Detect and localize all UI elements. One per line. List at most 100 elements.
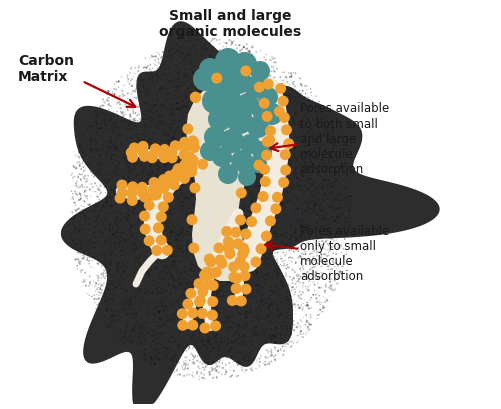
Point [258,297,266,304]
Point [265,145,273,151]
Point [215,260,223,267]
Point [129,209,137,216]
Point [100,221,108,227]
Point [196,252,204,259]
Point [206,74,214,80]
Point [215,47,223,54]
Point [95,295,103,301]
Point [183,293,191,299]
Point [239,180,247,186]
Point [102,251,110,258]
Point [167,227,175,233]
Point [160,310,168,317]
Point [260,360,268,367]
Point [187,260,195,266]
Point [184,102,192,108]
Point [196,102,204,108]
Point [284,103,292,110]
Point [338,203,346,209]
Point [199,114,207,120]
Point [255,333,263,339]
Point [288,284,296,291]
Point [240,332,248,339]
Point [151,171,159,178]
Point [119,113,127,120]
Point [230,64,238,70]
Point [130,210,138,216]
Point [274,198,282,204]
Point [327,283,335,290]
Point [65,222,73,229]
Point [239,278,247,285]
Point [134,226,142,233]
Point [229,38,237,45]
Point [214,331,222,338]
Point [252,169,260,175]
Point [267,123,275,129]
Point [101,298,109,304]
Point [316,103,324,109]
Point [219,181,227,188]
Point [127,234,135,240]
Point [175,310,183,316]
Point [239,118,247,125]
Point [125,141,133,148]
Point [285,88,293,94]
Point [223,146,231,152]
Point [183,93,191,99]
Point [318,308,326,315]
Point [201,227,209,234]
Point [288,168,296,175]
Point [140,350,148,357]
Circle shape [279,112,290,123]
Point [301,159,309,166]
Point [299,173,307,180]
Point [254,304,262,311]
Point [202,375,210,382]
Point [181,160,189,166]
Point [298,302,306,308]
Point [175,47,183,54]
Point [122,126,130,132]
Point [196,301,204,307]
Point [233,127,241,134]
Point [103,259,111,266]
Point [263,305,271,311]
Point [131,182,139,189]
Point [337,243,345,249]
Point [274,334,282,341]
Point [79,279,87,285]
Point [140,235,148,241]
Point [267,79,275,85]
Point [221,181,229,188]
Point [99,160,107,166]
Circle shape [264,135,275,146]
Point [140,136,148,143]
Point [224,250,232,256]
Point [171,68,179,74]
Point [163,138,171,145]
Point [260,200,268,207]
Point [182,362,190,369]
Point [324,235,332,241]
Point [211,126,219,132]
Point [221,130,229,137]
Point [105,237,113,243]
Point [93,119,101,126]
Point [306,139,314,146]
Point [129,327,137,333]
Point [253,124,261,130]
Point [232,304,240,311]
Point [134,238,142,244]
Point [238,334,246,340]
Point [295,272,303,278]
Point [146,61,154,68]
Point [179,366,187,372]
Point [211,151,219,157]
Point [213,364,221,370]
Point [219,54,227,61]
Point [178,92,186,98]
Point [247,348,256,355]
Point [298,187,306,193]
Point [307,127,315,134]
